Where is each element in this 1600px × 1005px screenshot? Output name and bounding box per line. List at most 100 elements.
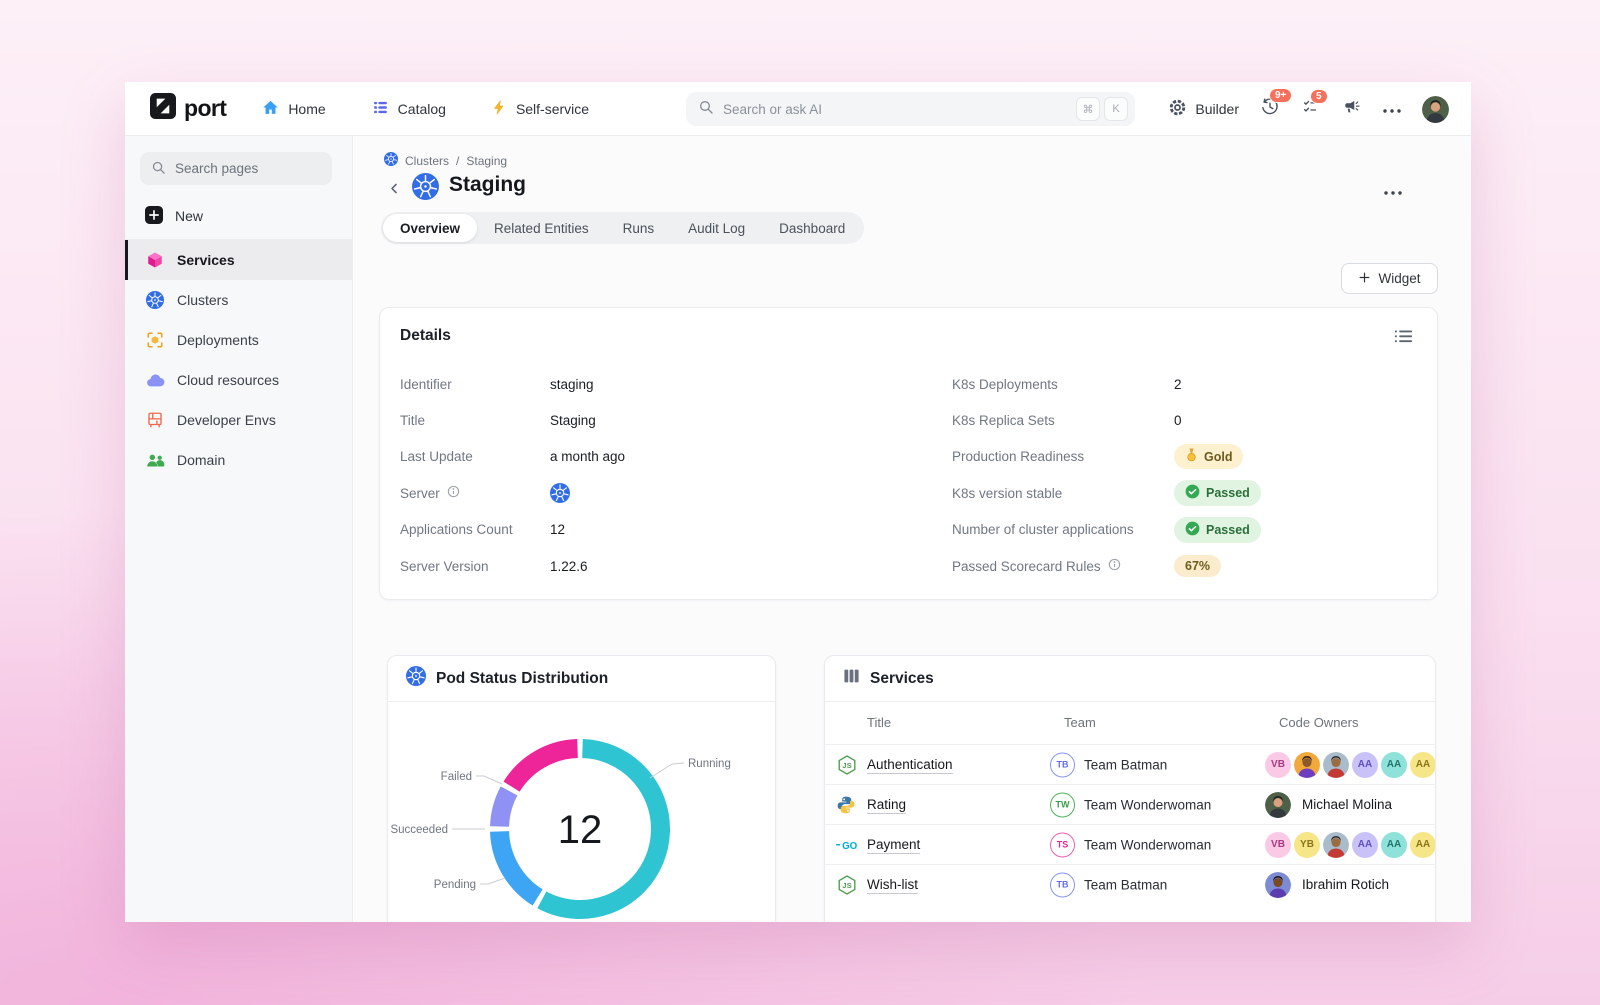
sidebar-item-services[interactable]: Services xyxy=(125,240,352,280)
deployments-icon xyxy=(145,331,165,349)
main-nav: Home Catalog Self-service xyxy=(262,99,589,119)
owner-initials-avatar[interactable]: AA xyxy=(1381,751,1407,778)
sidebar-item-developer-envs[interactable]: Developer Envs xyxy=(125,400,352,440)
field-label: Server Version xyxy=(400,559,550,574)
tab-runs[interactable]: Runs xyxy=(622,220,655,236)
tab-dashboard[interactable]: Dashboard xyxy=(779,220,846,236)
global-search-input[interactable]: Search or ask AI ⌘ K xyxy=(686,92,1135,126)
services-card: Services Title Team Code Owners JS Authen… xyxy=(824,655,1436,922)
nodejs-icon: JS xyxy=(836,754,858,776)
service-row: GO Payment TS Team Wonderwoman VB YB AA AA AA xyxy=(825,824,1435,864)
field-label: K8s Replica Sets xyxy=(952,413,1174,428)
field-label-text: Title xyxy=(400,413,426,429)
svg-text:JS: JS xyxy=(842,881,851,890)
team-chip[interactable]: TS xyxy=(1050,832,1075,857)
history-button[interactable]: 9+ xyxy=(1260,87,1293,122)
sidebar-search-input[interactable]: Search pages xyxy=(140,152,332,185)
info-icon[interactable] xyxy=(447,485,460,501)
badge-text: Passed xyxy=(1206,522,1250,537)
details-field-row: Applications Count 12 xyxy=(400,512,920,548)
owner-initials-avatar[interactable]: AA xyxy=(1410,831,1435,858)
team-chip[interactable]: TB xyxy=(1050,752,1075,777)
details-field-row: Server xyxy=(400,475,920,511)
details-field-row: Title Staging xyxy=(400,402,920,438)
sidebar-item-domain[interactable]: Domain xyxy=(125,440,352,480)
new-label: New xyxy=(175,208,204,224)
service-link[interactable]: Rating xyxy=(867,796,907,814)
team-chip[interactable]: TB xyxy=(1050,872,1075,897)
owner-photo-avatar[interactable] xyxy=(1323,831,1349,858)
owner-initials-avatar[interactable]: VB xyxy=(1265,831,1291,858)
donut-segment-pending[interactable] xyxy=(469,718,691,922)
owner-photo-avatar[interactable] xyxy=(1323,751,1349,778)
column-code-owners: Code Owners xyxy=(1279,715,1359,730)
kubernetes-icon xyxy=(550,483,570,504)
nav-item-catalog[interactable]: Catalog xyxy=(372,99,446,119)
svg-text:GO: GO xyxy=(842,840,858,851)
catalog-icon xyxy=(372,99,389,119)
back-button[interactable] xyxy=(387,181,402,201)
owner-photo-avatar[interactable] xyxy=(1265,791,1291,818)
owner-initials-avatar[interactable]: AA xyxy=(1352,831,1378,858)
team-name: Team Wonderwoman xyxy=(1084,837,1212,852)
field-label-text: Production Readiness xyxy=(952,449,1085,465)
field-label-text: K8s Replica Sets xyxy=(952,413,1055,429)
nav-item-self-service[interactable]: Self-service xyxy=(492,99,589,119)
owner-initials-avatar[interactable]: YB xyxy=(1294,831,1320,858)
owner-initials-avatar[interactable]: AA xyxy=(1381,831,1407,858)
builder-button[interactable]: Builder xyxy=(1168,98,1239,120)
new-page-button[interactable]: New xyxy=(125,197,352,235)
tasks-button[interactable]: 5 xyxy=(1301,88,1328,121)
owner-photo-avatar[interactable] xyxy=(1294,751,1320,778)
tab-related-entities[interactable]: Related Entities xyxy=(494,220,589,236)
entity-more-button[interactable] xyxy=(1384,182,1402,200)
owner-initials-avatar[interactable]: AA xyxy=(1410,751,1435,778)
info-icon[interactable] xyxy=(1108,558,1121,574)
nav-item-label: Catalog xyxy=(397,100,446,117)
donut-leader-line xyxy=(480,877,506,885)
details-field-row: Number of cluster applications Passed xyxy=(952,512,1432,548)
sidebar-item-label: Clusters xyxy=(177,292,229,308)
team-chip[interactable]: TW xyxy=(1050,792,1075,817)
field-label-text: Applications Count xyxy=(400,522,513,538)
more-menu-button[interactable] xyxy=(1383,100,1401,118)
details-card-title: Details xyxy=(400,327,451,344)
team-name: Team Wonderwoman xyxy=(1084,797,1212,812)
service-team-cell: TW Team Wonderwoman xyxy=(1050,792,1211,817)
field-value: Passed xyxy=(1174,480,1261,507)
nav-item-home[interactable]: Home xyxy=(262,99,326,119)
sidebar-item-cloud-resources[interactable]: Cloud resources xyxy=(125,360,352,400)
user-avatar[interactable] xyxy=(1422,95,1449,123)
owner-initials-avatar[interactable]: AA xyxy=(1352,751,1378,778)
field-value: 12 xyxy=(550,522,566,538)
field-value: Passed xyxy=(1174,516,1261,543)
add-widget-button[interactable]: Widget xyxy=(1341,263,1438,294)
field-label: K8s version stable xyxy=(952,486,1174,501)
tab-overview[interactable]: Overview xyxy=(383,214,478,242)
breadcrumb-current[interactable]: Staging xyxy=(466,153,508,168)
breadcrumb-root[interactable]: Clusters xyxy=(405,153,450,168)
owner-name: Michael Molina xyxy=(1302,797,1393,812)
tab-audit-log[interactable]: Audit Log xyxy=(688,220,746,236)
field-label: Title xyxy=(400,413,550,428)
port-logo[interactable]: port xyxy=(150,93,227,124)
svg-text:JS: JS xyxy=(842,761,851,770)
search-icon xyxy=(151,160,166,178)
service-row: Rating TW Team Wonderwoman Michael Molina xyxy=(825,784,1435,824)
owner-initials-avatar[interactable]: VB xyxy=(1265,751,1291,778)
owner-photo-avatar[interactable] xyxy=(1265,871,1291,898)
details-right-column: K8s Deployments 2 K8s Replica Sets 0 Product… xyxy=(952,366,1432,584)
service-link[interactable]: Payment xyxy=(867,836,921,854)
field-value: 0 xyxy=(1174,413,1182,429)
announcements-button[interactable] xyxy=(1342,98,1362,121)
sidebar-item-label: Cloud resources xyxy=(177,372,279,388)
pod-status-chart: Running Pending Succeeded Failed 12 xyxy=(388,702,777,922)
list-view-icon[interactable] xyxy=(1395,329,1412,349)
service-title-cell: Authentication xyxy=(867,756,953,774)
sidebar-item-clusters[interactable]: Clusters xyxy=(125,280,352,320)
donut-segment-failed[interactable] xyxy=(469,718,691,922)
service-link[interactable]: Authentication xyxy=(867,756,953,774)
sidebar-item-deployments[interactable]: Deployments xyxy=(125,320,352,360)
service-link[interactable]: Wish-list xyxy=(867,876,918,894)
